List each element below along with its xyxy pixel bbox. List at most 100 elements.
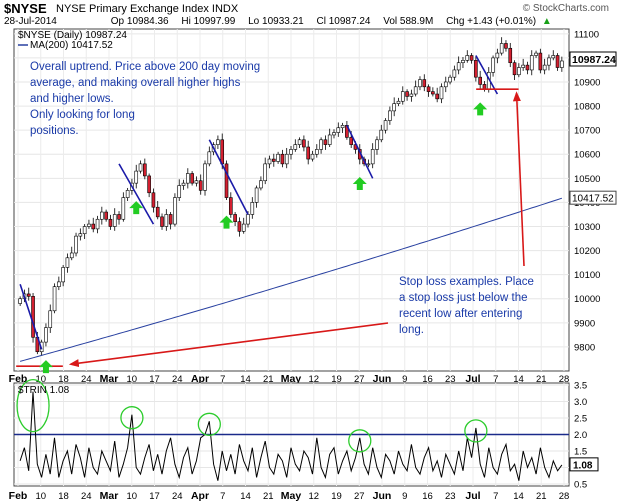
buy-arrow-icon <box>38 360 53 374</box>
candle <box>542 58 547 75</box>
candle <box>370 143 375 169</box>
candle <box>276 151 280 164</box>
candle <box>504 40 508 52</box>
candle <box>100 206 104 225</box>
candle <box>310 150 315 162</box>
price-date-label: 14 <box>513 374 524 385</box>
price-date-label: 9 <box>402 374 407 385</box>
price-tick-label: 10200 <box>574 246 600 257</box>
candle <box>551 50 556 61</box>
candle <box>108 214 113 230</box>
price-date-label: 18 <box>58 374 69 385</box>
candle <box>284 147 289 169</box>
candle <box>168 212 173 230</box>
candle <box>392 97 396 117</box>
candle <box>155 200 160 220</box>
candle <box>280 149 285 168</box>
candle <box>104 209 108 222</box>
quote-summary: 28-Jul-2014 Op 10984.36 Hi 10997.99 Lo 1… <box>4 16 613 27</box>
trin-date-label: Jul <box>465 490 480 502</box>
candle <box>164 209 169 231</box>
trin-date-label: Feb <box>9 490 28 502</box>
candle <box>452 65 457 81</box>
candle <box>538 48 543 74</box>
trend-note-line: Only looking for long <box>30 109 135 121</box>
stop-arrow <box>512 91 525 267</box>
candle <box>216 135 220 149</box>
price-date-label: May <box>281 373 302 385</box>
price-date-label: 17 <box>149 374 160 385</box>
candle <box>78 228 83 241</box>
candle <box>229 192 233 218</box>
price-tick-label: 9800 <box>574 342 595 353</box>
candle <box>555 53 560 71</box>
candle <box>134 164 139 189</box>
candle <box>405 89 409 101</box>
trend-note-line: positions. <box>30 125 79 137</box>
price-date-axis: Feb 10 18 24 Mar 10 17 24 Apr 7 14 21 May 12 19 27 Jun 9 1… <box>9 373 570 385</box>
trin-date-label: Jun <box>373 490 392 502</box>
stop-arrows <box>68 91 525 368</box>
trin-last-value: 1.08 <box>573 460 593 471</box>
stop-levels <box>16 88 519 367</box>
candle <box>306 140 311 165</box>
quote-change: Chg +1.43 (+0.01%) <box>446 16 537 27</box>
price-tick-label: 10900 <box>574 77 600 88</box>
stop-note-line: long. <box>399 324 424 336</box>
site-credit[interactable]: © StockCharts.com <box>522 3 609 14</box>
candle <box>478 70 482 90</box>
candle <box>147 173 151 198</box>
candle <box>314 144 319 158</box>
trin-panel: 0.51.01.52.02.53.03.5 Feb101824Mar101724… <box>9 378 599 502</box>
candle <box>431 87 435 97</box>
candle <box>18 296 22 306</box>
candle <box>198 174 203 195</box>
downtrend-line <box>475 55 499 95</box>
candle <box>529 50 534 76</box>
candle <box>69 246 74 261</box>
price-tick-label: 11100 <box>574 29 599 40</box>
price-tick-label: 10800 <box>574 102 600 113</box>
price-date-label: 24 <box>81 374 92 385</box>
candle <box>271 153 276 167</box>
trin-date-label: 14 <box>513 491 524 502</box>
trin-date-label: 14 <box>240 491 251 502</box>
trin-date-label: 19 <box>331 491 342 502</box>
trin-tick-label: 2.5 <box>574 414 587 425</box>
trin-tick-label: 1.5 <box>574 447 587 458</box>
candle <box>207 146 212 167</box>
candle <box>456 56 461 75</box>
candle <box>332 129 336 139</box>
trin-last-badge: 1.08 <box>569 457 599 472</box>
price-date-label: 24 <box>172 374 183 385</box>
candle <box>426 84 431 97</box>
price-date-label: 21 <box>263 374 274 385</box>
candle <box>465 50 470 63</box>
quote-date: 28-Jul-2014 <box>4 16 57 27</box>
price-tick-label: 10300 <box>574 222 600 233</box>
candle <box>388 106 392 125</box>
candle <box>448 74 452 85</box>
candle <box>469 53 474 64</box>
price-legend: $NYSE (Daily) 10987.24 MA(200) 10417.52 <box>18 30 127 51</box>
candle <box>177 179 182 201</box>
candle <box>48 304 53 333</box>
candle <box>74 232 78 257</box>
quote-high: Hi 10997.99 <box>181 16 236 27</box>
candle <box>57 276 61 291</box>
candle <box>302 135 306 152</box>
price-date-label: Jul <box>465 373 480 385</box>
price-date-label: 14 <box>240 374 251 385</box>
candle <box>194 176 199 187</box>
price-date-label: 27 <box>354 374 365 385</box>
candle <box>517 63 521 78</box>
trin-date-axis: Feb 10 18 24 Mar 10 17 24 Apr 7 14 21 May 12 19 27 Jun 9 1… <box>9 490 570 502</box>
ma-value-box <box>569 190 617 205</box>
candle <box>87 219 91 229</box>
candle <box>534 50 538 58</box>
ma-value-badge: 10417.52 <box>569 190 617 205</box>
candle <box>439 83 444 104</box>
last-price-box <box>569 51 617 67</box>
price-date-label: 28 <box>559 374 570 385</box>
buy-arrow-icon <box>352 177 367 191</box>
